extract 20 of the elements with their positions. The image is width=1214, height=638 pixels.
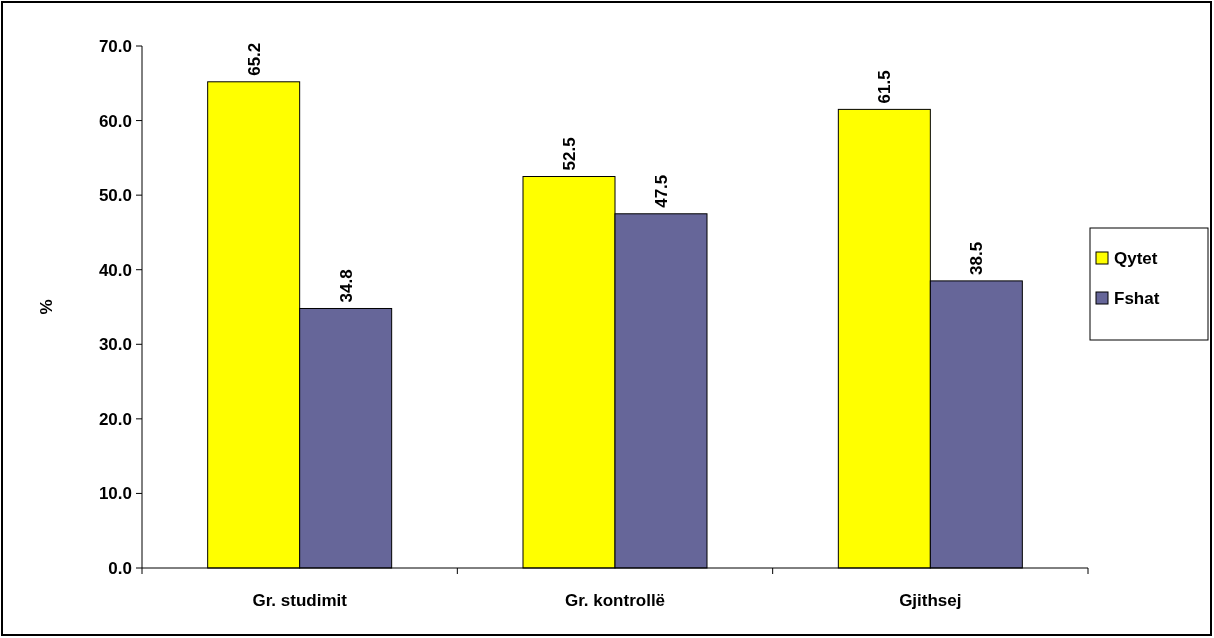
y-tick-label: 30.0 — [98, 335, 132, 355]
y-tick-label: 70.0 — [98, 36, 132, 56]
y-tick-label: 0.0 — [108, 558, 132, 578]
data-label: 61.5 — [875, 70, 895, 104]
data-label: 52.5 — [560, 137, 579, 171]
y-tick-label: 20.0 — [98, 409, 132, 429]
data-label: 65.2 — [244, 42, 264, 76]
x-tick-label: Gjithsej — [899, 591, 962, 610]
y-tick-label: 50.0 — [98, 186, 132, 206]
legend-label: Fshat — [1114, 288, 1160, 308]
y-axis-title: % — [37, 299, 56, 315]
data-label: 38.5 — [967, 241, 987, 275]
y-tick-label: 40.0 — [98, 260, 132, 280]
data-label: 47.5 — [652, 174, 671, 208]
data-label: 34.8 — [336, 269, 356, 303]
legend-label: Qytet — [1114, 248, 1158, 268]
y-tick-label: 10.0 — [98, 484, 132, 504]
x-tick-label: Gr. studimit — [252, 591, 348, 610]
x-tick-label: Gr. kontrollë — [564, 591, 666, 610]
y-tick-label: 60.0 — [98, 111, 132, 131]
